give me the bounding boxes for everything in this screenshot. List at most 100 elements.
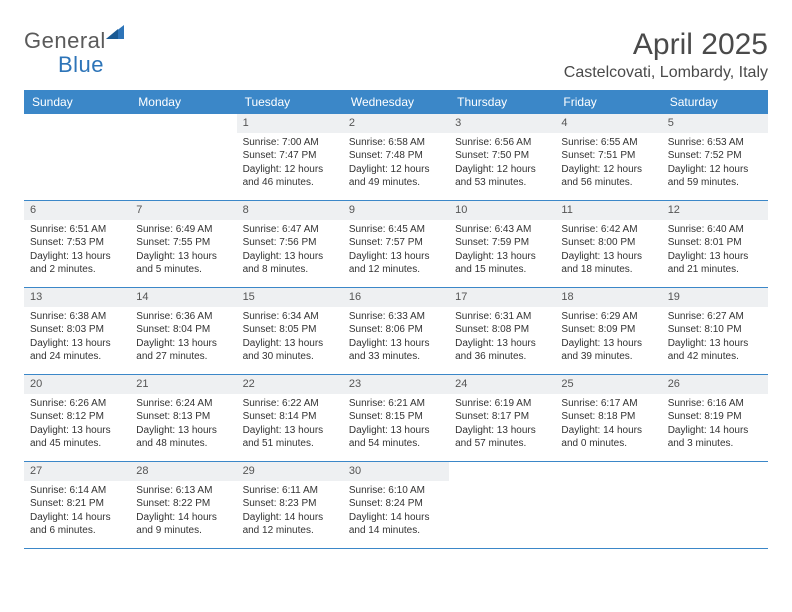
day-body: Sunrise: 6:11 AMSunset: 8:23 PMDaylight:… — [237, 481, 343, 544]
sunrise-text: Sunrise: 6:42 AM — [561, 223, 655, 237]
day-number: 9 — [343, 201, 449, 220]
sunrise-text: Sunrise: 6:51 AM — [30, 223, 124, 237]
day-number: 10 — [449, 201, 555, 220]
sunrise-text: Sunrise: 6:21 AM — [349, 397, 443, 411]
day-number: 7 — [130, 201, 236, 220]
sunrise-text: Sunrise: 6:55 AM — [561, 136, 655, 150]
daylight-text: Daylight: 13 hours and 51 minutes. — [243, 424, 337, 451]
sunset-text: Sunset: 8:22 PM — [136, 497, 230, 511]
sunset-text: Sunset: 8:15 PM — [349, 410, 443, 424]
logo-text-blue: Blue — [58, 52, 104, 77]
day-body: Sunrise: 6:40 AMSunset: 8:01 PMDaylight:… — [662, 220, 768, 283]
sunrise-text: Sunrise: 6:27 AM — [668, 310, 762, 324]
day-body: Sunrise: 6:19 AMSunset: 8:17 PMDaylight:… — [449, 394, 555, 457]
day-number: 21 — [130, 375, 236, 394]
logo-text-blue-wrap: Blue — [58, 52, 104, 78]
sunrise-text: Sunrise: 6:53 AM — [668, 136, 762, 150]
day-number: 19 — [662, 288, 768, 307]
sunrise-text: Sunrise: 6:22 AM — [243, 397, 337, 411]
title-block: April 2025 Castelcovati, Lombardy, Italy — [564, 28, 768, 82]
day-number: 18 — [555, 288, 661, 307]
sunrise-text: Sunrise: 7:00 AM — [243, 136, 337, 150]
day-body: Sunrise: 6:33 AMSunset: 8:06 PMDaylight:… — [343, 307, 449, 370]
day-body: Sunrise: 6:49 AMSunset: 7:55 PMDaylight:… — [130, 220, 236, 283]
daylight-text: Daylight: 13 hours and 48 minutes. — [136, 424, 230, 451]
sunset-text: Sunset: 7:57 PM — [349, 236, 443, 250]
day-body: Sunrise: 6:55 AMSunset: 7:51 PMDaylight:… — [555, 133, 661, 196]
day-body: Sunrise: 7:00 AMSunset: 7:47 PMDaylight:… — [237, 133, 343, 196]
sunset-text: Sunset: 8:00 PM — [561, 236, 655, 250]
day-body: Sunrise: 6:13 AMSunset: 8:22 PMDaylight:… — [130, 481, 236, 544]
day-number: 5 — [662, 114, 768, 133]
daylight-text: Daylight: 13 hours and 54 minutes. — [349, 424, 443, 451]
day-cell: 21Sunrise: 6:24 AMSunset: 8:13 PMDayligh… — [130, 375, 236, 461]
sunset-text: Sunset: 8:17 PM — [455, 410, 549, 424]
day-number: 13 — [24, 288, 130, 307]
day-body: Sunrise: 6:24 AMSunset: 8:13 PMDaylight:… — [130, 394, 236, 457]
sunset-text: Sunset: 8:06 PM — [349, 323, 443, 337]
sunset-text: Sunset: 7:50 PM — [455, 149, 549, 163]
sunrise-text: Sunrise: 6:14 AM — [30, 484, 124, 498]
sunrise-text: Sunrise: 6:29 AM — [561, 310, 655, 324]
day-number: 27 — [24, 462, 130, 481]
day-number: 15 — [237, 288, 343, 307]
day-number: 23 — [343, 375, 449, 394]
sunrise-text: Sunrise: 6:16 AM — [668, 397, 762, 411]
day-cell: 10Sunrise: 6:43 AMSunset: 7:59 PMDayligh… — [449, 201, 555, 287]
sunrise-text: Sunrise: 6:47 AM — [243, 223, 337, 237]
day-cell: 25Sunrise: 6:17 AMSunset: 8:18 PMDayligh… — [555, 375, 661, 461]
calendar-document: General April 2025 Castelcovati, Lombard… — [0, 0, 792, 549]
sunset-text: Sunset: 8:09 PM — [561, 323, 655, 337]
sunrise-text: Sunrise: 6:38 AM — [30, 310, 124, 324]
sunset-text: Sunset: 8:12 PM — [30, 410, 124, 424]
day-cell: . — [555, 462, 661, 548]
daylight-text: Daylight: 13 hours and 24 minutes. — [30, 337, 124, 364]
sunrise-text: Sunrise: 6:17 AM — [561, 397, 655, 411]
day-cell: 1Sunrise: 7:00 AMSunset: 7:47 PMDaylight… — [237, 114, 343, 200]
weeks-container: ..1Sunrise: 7:00 AMSunset: 7:47 PMDaylig… — [24, 114, 768, 549]
day-header: Wednesday — [343, 90, 449, 114]
sunset-text: Sunset: 8:01 PM — [668, 236, 762, 250]
day-cell: 18 Sunrise: 6:29 AMSunset: 8:09 PMDayligh… — [555, 288, 661, 374]
sunset-text: Sunset: 8:23 PM — [243, 497, 337, 511]
week-row: 13Sunrise: 6:38 AMSunset: 8:03 PMDayligh… — [24, 288, 768, 375]
day-header: Thursday — [449, 90, 555, 114]
sunset-text: Sunset: 7:52 PM — [668, 149, 762, 163]
sunset-text: Sunset: 7:59 PM — [455, 236, 549, 250]
day-body: Sunrise: 6:21 AMSunset: 8:15 PMDaylight:… — [343, 394, 449, 457]
sunset-text: Sunset: 8:19 PM — [668, 410, 762, 424]
sunset-text: Sunset: 8:10 PM — [668, 323, 762, 337]
day-body: Sunrise: 6:45 AMSunset: 7:57 PMDaylight:… — [343, 220, 449, 283]
day-cell: . — [130, 114, 236, 200]
sunrise-text: Sunrise: 6:10 AM — [349, 484, 443, 498]
day-body: Sunrise: 6:16 AMSunset: 8:19 PMDaylight:… — [662, 394, 768, 457]
week-row: 20Sunrise: 6:26 AMSunset: 8:12 PMDayligh… — [24, 375, 768, 462]
daylight-text: Daylight: 13 hours and 57 minutes. — [455, 424, 549, 451]
sunrise-text: Sunrise: 6:24 AM — [136, 397, 230, 411]
day-cell: 3Sunrise: 6:56 AMSunset: 7:50 PMDaylight… — [449, 114, 555, 200]
logo-triangle-icon — [106, 25, 124, 44]
day-cell: . — [662, 462, 768, 548]
day-number: 8 — [237, 201, 343, 220]
day-body: Sunrise: 6:27 AMSunset: 8:10 PMDaylight:… — [662, 307, 768, 370]
sunrise-text: Sunrise: 6:40 AM — [668, 223, 762, 237]
sunset-text: Sunset: 7:51 PM — [561, 149, 655, 163]
day-body: Sunrise: 6:38 AMSunset: 8:03 PMDaylight:… — [24, 307, 130, 370]
day-body: Sunrise: 6:43 AMSunset: 7:59 PMDaylight:… — [449, 220, 555, 283]
daylight-text: Daylight: 13 hours and 39 minutes. — [561, 337, 655, 364]
daylight-text: Daylight: 13 hours and 45 minutes. — [30, 424, 124, 451]
sunrise-text: Sunrise: 6:26 AM — [30, 397, 124, 411]
day-body: Sunrise: 6:26 AMSunset: 8:12 PMDaylight:… — [24, 394, 130, 457]
day-cell: 30Sunrise: 6:10 AMSunset: 8:24 PMDayligh… — [343, 462, 449, 548]
day-body: Sunrise: 6:22 AMSunset: 8:14 PMDaylight:… — [237, 394, 343, 457]
sunrise-text: Sunrise: 6:19 AM — [455, 397, 549, 411]
daylight-text: Daylight: 12 hours and 59 minutes. — [668, 163, 762, 190]
sunset-text: Sunset: 8:13 PM — [136, 410, 230, 424]
day-body: Sunrise: 6:17 AMSunset: 8:18 PMDaylight:… — [555, 394, 661, 457]
location-text: Castelcovati, Lombardy, Italy — [564, 64, 768, 82]
day-cell: 12Sunrise: 6:40 AMSunset: 8:01 PMDayligh… — [662, 201, 768, 287]
daylight-text: Daylight: 12 hours and 53 minutes. — [455, 163, 549, 190]
sunrise-text: Sunrise: 6:58 AM — [349, 136, 443, 150]
daylight-text: Daylight: 13 hours and 8 minutes. — [243, 250, 337, 277]
day-number: 24 — [449, 375, 555, 394]
